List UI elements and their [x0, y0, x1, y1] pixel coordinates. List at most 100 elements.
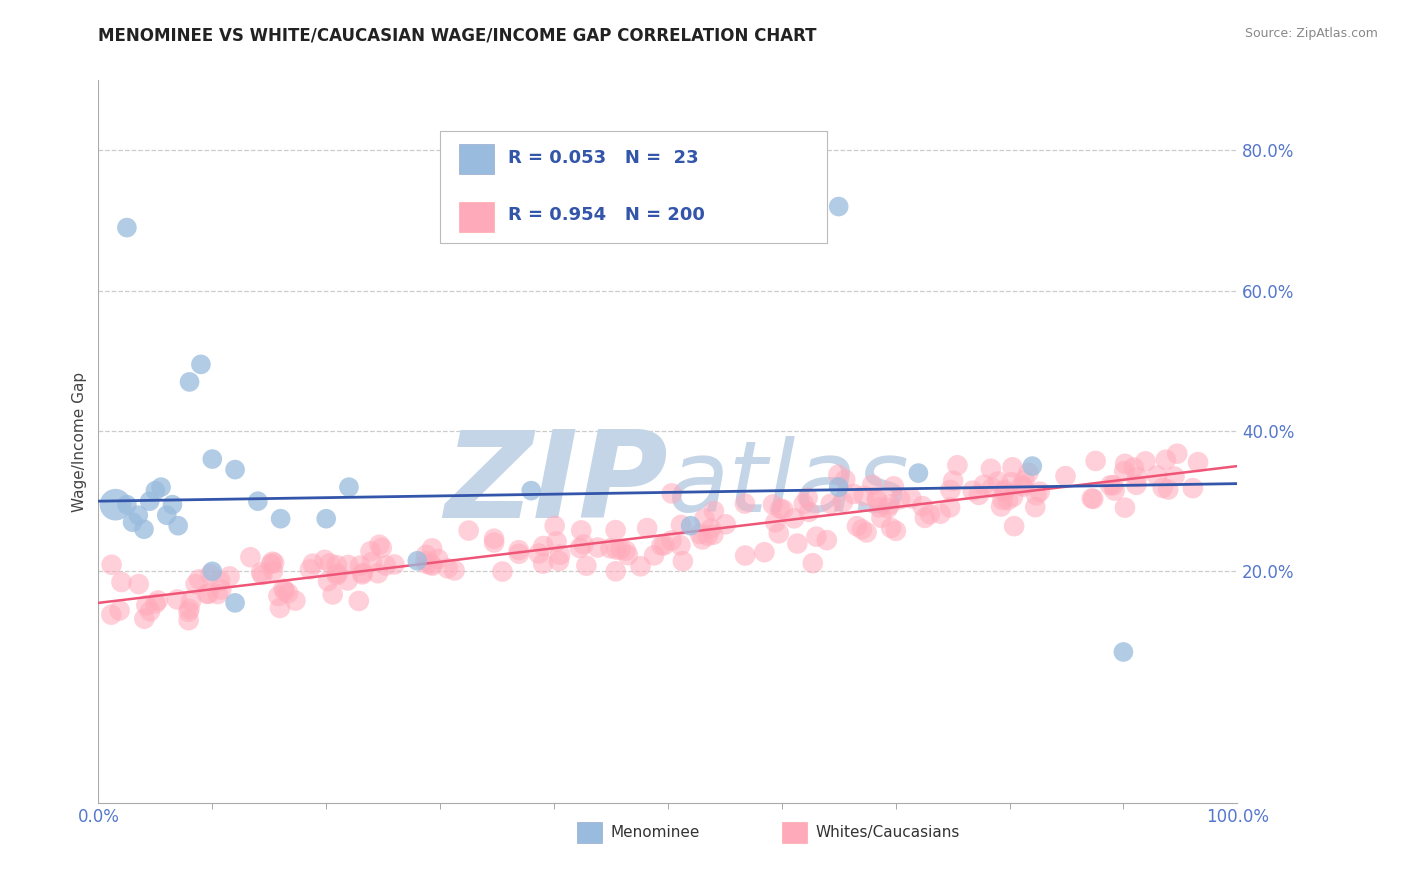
- Point: [866, 492, 889, 507]
- Point: [617, 548, 640, 562]
- Point: [845, 519, 868, 533]
- Point: [1154, 452, 1177, 467]
- Point: [298, 562, 321, 576]
- Point: [1135, 454, 1157, 468]
- Point: [911, 499, 934, 513]
- Point: [1083, 491, 1105, 506]
- Point: [763, 516, 786, 530]
- Point: [177, 605, 200, 619]
- Point: [1021, 459, 1043, 474]
- Point: [347, 594, 370, 608]
- Text: Source: ZipAtlas.com: Source: ZipAtlas.com: [1244, 27, 1378, 40]
- Point: [135, 599, 157, 613]
- Point: [184, 577, 207, 591]
- Point: [531, 557, 554, 571]
- Point: [1000, 475, 1022, 490]
- Point: [180, 594, 202, 608]
- Point: [260, 557, 283, 571]
- Point: [636, 521, 658, 535]
- Point: [1080, 491, 1102, 506]
- Point: [415, 554, 437, 568]
- Point: [889, 492, 911, 507]
- Point: [546, 534, 568, 549]
- Point: [139, 604, 162, 618]
- Point: [900, 491, 922, 506]
- Point: [322, 587, 344, 601]
- Point: [548, 554, 571, 568]
- Point: [239, 550, 262, 565]
- Point: [218, 569, 240, 583]
- Text: atlas: atlas: [668, 436, 910, 533]
- Point: [166, 592, 188, 607]
- Text: R = 0.053   N =  23: R = 0.053 N = 23: [509, 149, 699, 167]
- Point: [195, 587, 218, 601]
- Point: [179, 602, 201, 616]
- Point: [939, 483, 962, 497]
- Point: [145, 597, 167, 611]
- Point: [406, 554, 429, 568]
- Point: [942, 474, 965, 488]
- Point: [832, 495, 855, 509]
- Point: [371, 541, 394, 555]
- Point: [860, 477, 883, 491]
- Point: [820, 497, 842, 511]
- Point: [672, 554, 695, 568]
- Point: [599, 541, 621, 556]
- Point: [301, 557, 323, 571]
- Point: [270, 512, 292, 526]
- Point: [879, 498, 901, 512]
- Point: [907, 466, 929, 480]
- Point: [1054, 469, 1077, 483]
- Point: [714, 517, 737, 532]
- Point: [679, 518, 702, 533]
- Point: [273, 582, 295, 596]
- Bar: [460, 202, 494, 232]
- Point: [652, 538, 675, 552]
- Point: [793, 497, 815, 511]
- Point: [427, 552, 450, 566]
- Point: [200, 567, 222, 582]
- Point: [337, 480, 360, 494]
- Point: [980, 462, 1002, 476]
- Point: [734, 497, 756, 511]
- Text: ZIP: ZIP: [444, 426, 668, 543]
- Point: [209, 582, 232, 597]
- Point: [703, 504, 725, 518]
- Point: [367, 566, 389, 581]
- Point: [267, 589, 290, 603]
- Point: [870, 511, 893, 525]
- Point: [884, 524, 907, 538]
- Point: [1114, 457, 1136, 471]
- Point: [973, 477, 995, 491]
- Point: [1126, 470, 1149, 484]
- Point: [252, 568, 274, 582]
- Point: [1001, 490, 1024, 504]
- Point: [127, 508, 149, 523]
- Point: [1166, 447, 1188, 461]
- Point: [349, 558, 371, 573]
- Point: [693, 511, 716, 525]
- Point: [1163, 469, 1185, 483]
- Point: [1157, 483, 1180, 497]
- Point: [108, 603, 131, 617]
- Point: [138, 494, 160, 508]
- Point: [1187, 455, 1209, 469]
- Point: [1122, 460, 1144, 475]
- Point: [1014, 473, 1036, 487]
- Point: [207, 587, 229, 601]
- Point: [368, 538, 391, 552]
- Point: [179, 375, 201, 389]
- Point: [997, 493, 1019, 508]
- Point: [669, 517, 692, 532]
- Point: [326, 558, 349, 573]
- Point: [167, 518, 190, 533]
- Point: [436, 561, 458, 575]
- Point: [1012, 480, 1035, 494]
- Point: [420, 541, 443, 556]
- Point: [1025, 488, 1047, 502]
- Point: [246, 494, 269, 508]
- Point: [855, 525, 877, 540]
- Point: [572, 537, 595, 551]
- Point: [548, 548, 571, 562]
- Point: [987, 475, 1010, 489]
